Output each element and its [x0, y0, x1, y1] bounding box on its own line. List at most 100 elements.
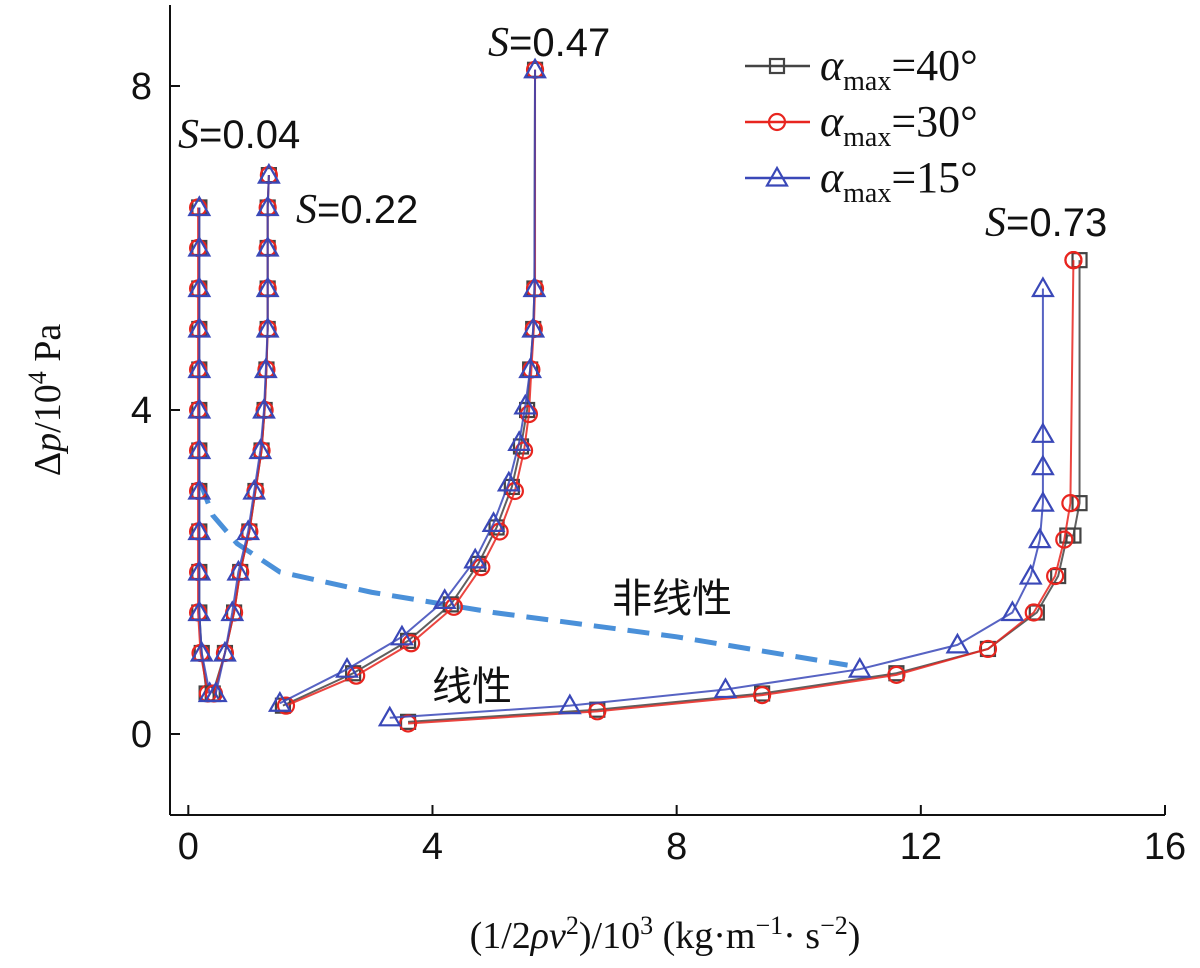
series-8 [267, 57, 547, 712]
data-point-triangle [713, 677, 738, 699]
series-2 [187, 195, 222, 703]
data-point-triangle [187, 195, 212, 217]
series-10 [398, 251, 1083, 733]
data-point-circle [753, 686, 772, 705]
legend-marker-circle [767, 112, 787, 132]
x-tick-label: 12 [900, 826, 942, 868]
series-layer [187, 57, 1088, 733]
x-tick-label: 0 [178, 826, 199, 868]
data-point-triangle [1000, 600, 1025, 622]
data-point-triangle [187, 357, 212, 379]
data-point-triangle [522, 276, 547, 298]
legend: αmax=40°αmax=30°αmax=15° [735, 30, 1035, 209]
region-label-linear: 线性 [432, 664, 512, 710]
y-tick-label: 0 [131, 714, 152, 756]
data-point-circle [276, 696, 296, 715]
data-point-triangle [226, 559, 251, 581]
x-axis-title: (1/2ρv2)/103 (kg·m−1· s−2) [470, 911, 861, 957]
region-label-nonlinear: 非线性 [612, 576, 732, 622]
data-point-circle [1046, 566, 1065, 586]
data-point-triangle [187, 559, 212, 581]
data-point-triangle [213, 640, 237, 662]
y-axis-title: Δp/104 Pa [23, 324, 69, 477]
data-point-circle [978, 639, 998, 659]
data-point-circle [1055, 530, 1074, 549]
data-point-triangle [189, 640, 214, 662]
legend-marker-triangle [765, 165, 789, 187]
data-point-triangle [187, 519, 212, 541]
annotation-s-0.22: S=0.22 [296, 187, 418, 233]
data-point-triangle [256, 162, 281, 184]
legend-label: αmax=15° [820, 153, 978, 209]
ticks: 0 4 8 12 16 0 4 8 [131, 66, 1186, 868]
data-point-triangle [187, 600, 212, 622]
data-point-triangle [187, 438, 212, 460]
series-line [279, 69, 537, 705]
legend-label: αmax=30° [820, 97, 978, 153]
data-point-triangle [507, 430, 532, 451]
data-point-circle [398, 714, 418, 733]
data-point-triangle [187, 276, 212, 298]
data-point-square [442, 596, 459, 613]
data-point-triangle [255, 235, 280, 257]
series-4 [204, 166, 278, 703]
annotation-s-0.47: S=0.47 [488, 20, 610, 66]
data-point-square [1065, 527, 1082, 544]
data-point-triangle [255, 316, 280, 338]
data-point-square [1071, 495, 1088, 512]
data-point-triangle [432, 588, 457, 609]
series-0 [191, 199, 215, 702]
data-point-triangle [242, 478, 267, 500]
x-tick-label: 4 [422, 826, 443, 868]
y-tick-label: 4 [131, 390, 152, 432]
legend-label: αmax=40° [820, 41, 978, 97]
legend-item: αmax=15° [745, 153, 978, 209]
data-point-triangle [1031, 454, 1055, 476]
data-point-triangle [255, 195, 280, 217]
data-point-triangle [252, 397, 276, 419]
data-point-triangle [248, 438, 273, 460]
series-line [282, 69, 537, 707]
data-point-circle [1061, 494, 1080, 513]
data-point-triangle [267, 691, 292, 712]
data-point-triangle [253, 357, 278, 379]
legend-item: αmax=30° [745, 97, 978, 153]
data-point-triangle [1027, 527, 1052, 549]
series-line [285, 69, 537, 707]
boundary-layer [198, 482, 848, 668]
data-point-triangle [255, 276, 280, 298]
y-tick-label: 8 [131, 66, 152, 108]
data-point-triangle [187, 316, 212, 338]
legend-item: αmax=40° [745, 41, 978, 97]
data-point-triangle [1031, 490, 1055, 512]
data-point-triangle [463, 547, 488, 569]
data-point-triangle [481, 511, 506, 533]
data-point-triangle [523, 57, 547, 79]
data-point-triangle [203, 681, 228, 703]
data-point-triangle [236, 519, 261, 541]
data-point-triangle [847, 656, 872, 678]
series-line [408, 260, 1075, 725]
legend-marker-square [768, 57, 786, 75]
series-line [197, 207, 209, 694]
data-point-circle [1024, 603, 1043, 622]
data-point-triangle [187, 478, 212, 500]
x-tick-label: 16 [1144, 826, 1186, 868]
data-point-circle [887, 665, 906, 684]
data-point-triangle [1031, 422, 1055, 443]
data-point-triangle [1031, 276, 1055, 298]
data-point-triangle [220, 600, 245, 622]
series-5 [203, 162, 281, 703]
series-11 [377, 276, 1055, 727]
data-point-circle [1064, 251, 1083, 270]
data-point-triangle [335, 656, 359, 678]
annotation-s-0.04: S=0.04 [178, 112, 300, 158]
x-tick-label: 8 [666, 826, 687, 868]
data-point-triangle [521, 316, 546, 338]
data-point-triangle [496, 470, 521, 492]
linear-nonlinear-boundary [198, 482, 848, 668]
series-line [389, 288, 1044, 719]
data-point-triangle [557, 693, 582, 715]
data-point-triangle [390, 624, 414, 646]
